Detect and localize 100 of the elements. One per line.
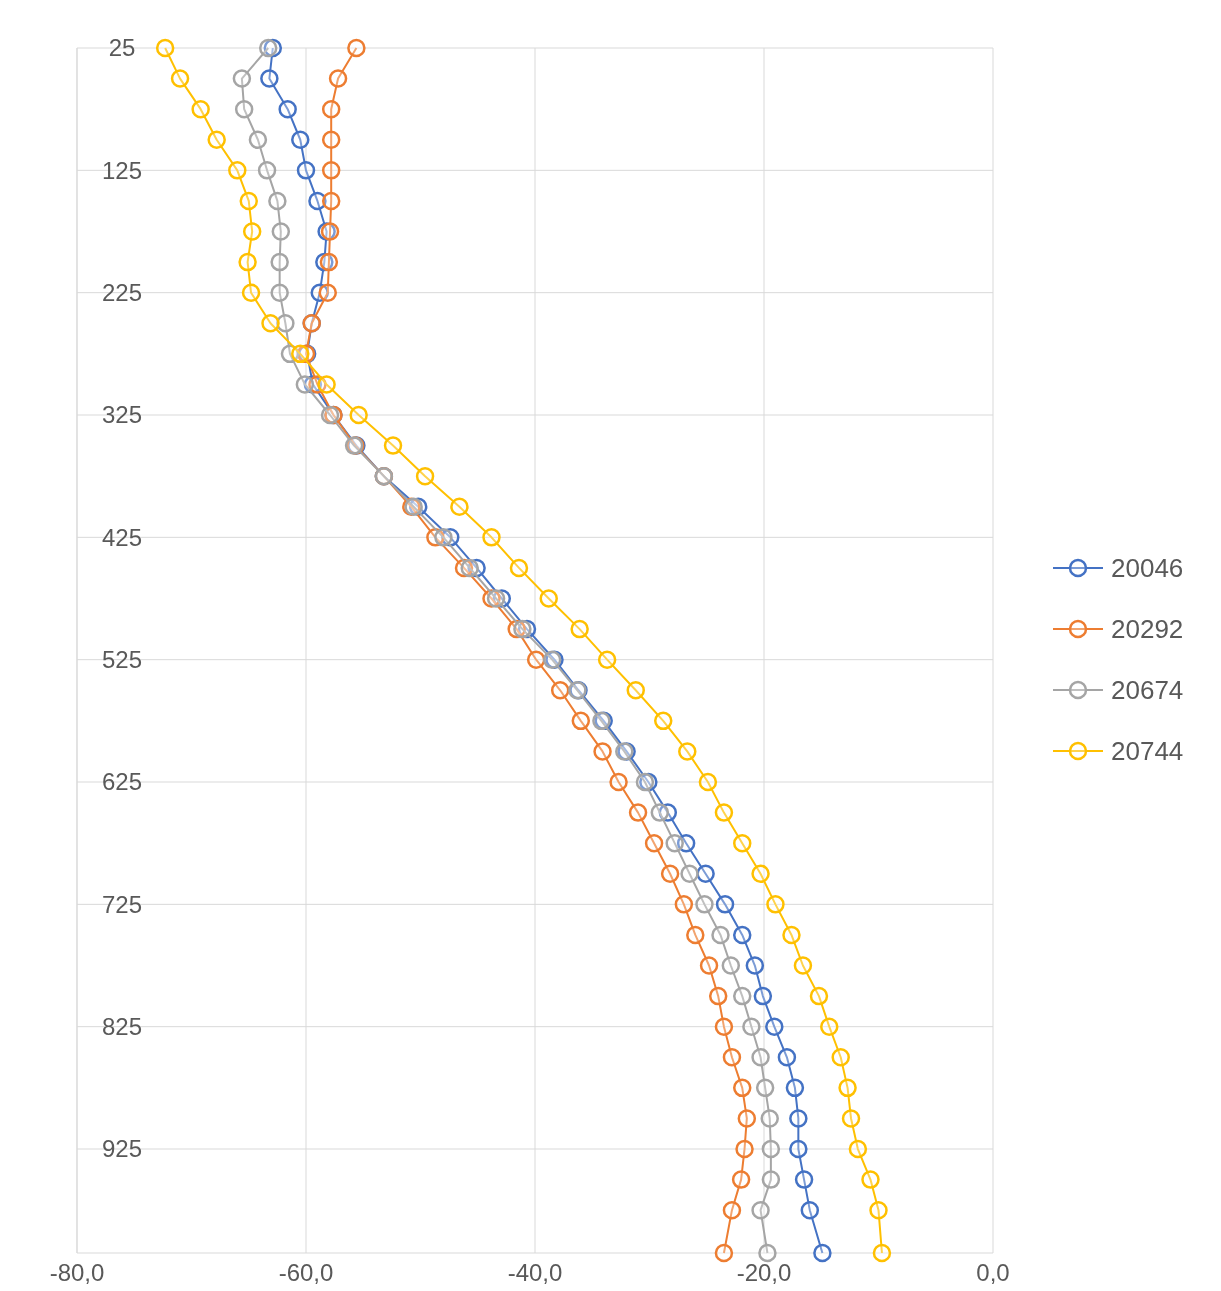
point [761,1170,781,1189]
point [838,1078,857,1098]
point [257,161,277,180]
point [317,375,336,394]
point [758,1243,777,1263]
point [415,466,435,486]
legend-label: 20292 [1111,614,1184,645]
point [260,69,279,88]
y-tick-label: 925 [101,1135,143,1163]
point [745,956,765,975]
point [765,1017,784,1036]
point [761,1139,781,1159]
point [722,1048,742,1067]
point [450,497,469,517]
point [665,833,684,853]
point [191,99,210,119]
y-tick-label: 325 [101,401,143,429]
x-tick-label: -80,0 [49,1259,105,1286]
point [321,191,341,211]
point [278,99,297,119]
point [526,650,546,669]
point [597,650,617,669]
point [760,1109,779,1128]
point [261,314,280,333]
point [848,1139,868,1159]
point [711,925,730,945]
point [320,222,340,241]
point [234,99,254,119]
point [698,772,718,792]
point [714,1243,734,1263]
point [742,1017,761,1036]
point [593,742,612,761]
point [733,1078,752,1098]
point [809,986,829,1006]
point [460,558,479,578]
point [513,619,532,639]
point [321,99,341,119]
point [715,895,735,914]
point [660,864,680,884]
point [841,1109,861,1128]
point [755,1078,775,1098]
point [696,864,715,884]
point [861,1170,880,1189]
point [170,69,190,88]
legend-label: 20674 [1111,675,1184,706]
point [383,436,403,455]
point [296,161,316,180]
point [722,1200,742,1220]
x-tick-label: -20,0 [736,1259,792,1286]
point [731,1170,751,1189]
point [751,1048,770,1067]
point [609,772,628,792]
point [733,986,752,1006]
y-tick-label: 725 [101,890,143,918]
point [644,833,664,853]
point [831,1048,850,1067]
y-tick-label: 225 [101,279,143,307]
point [751,1200,770,1220]
legend-label: 20744 [1111,736,1184,767]
point [820,1017,839,1036]
point [872,1243,892,1263]
point [813,1243,832,1263]
point [733,833,752,853]
y-tick-label: 425 [101,523,143,551]
point [678,742,697,761]
point [785,1078,805,1098]
point [482,528,501,547]
y-tick-label: 625 [101,768,143,796]
point [271,222,291,241]
point [777,1048,797,1067]
point [291,130,310,149]
point [653,711,673,731]
point [539,589,558,608]
point [239,191,258,211]
y-tick-label: 125 [101,156,143,184]
point [242,222,262,241]
point [571,711,591,731]
point [751,864,770,884]
point [800,1200,820,1220]
point [789,1109,808,1128]
y-tick-label: 25 [108,34,136,62]
point [794,1170,814,1189]
point [486,589,506,608]
point [753,986,773,1006]
point [295,375,315,394]
point [270,252,289,272]
point [155,38,175,58]
point [737,1109,757,1128]
point [714,803,734,822]
point [686,925,705,945]
point [714,1017,734,1036]
point [869,1200,888,1220]
point [721,956,741,975]
point [238,252,257,272]
point [434,528,453,547]
point [319,252,339,272]
point [793,956,813,975]
point [570,619,589,639]
point [276,314,295,333]
y-tick-label: 525 [101,646,143,674]
